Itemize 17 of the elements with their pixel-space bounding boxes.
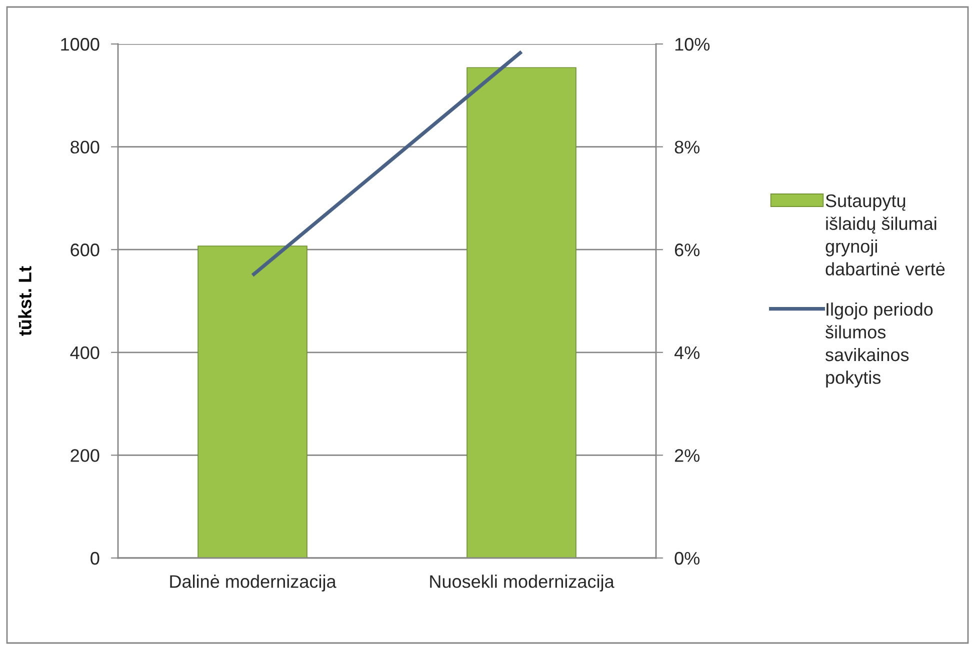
y-tick-label: 1000 [61, 38, 100, 51]
y-tick-label: 200 [70, 449, 100, 462]
y2-tick-label: 4% [674, 346, 700, 360]
y-axis-title: tūkst. Lt [18, 266, 32, 336]
y-tick-label: 400 [70, 346, 100, 360]
y2-tick-label: 0% [674, 552, 700, 565]
y2-tick-label: 6% [674, 244, 700, 256]
y2-tick-label: 8% [674, 140, 700, 154]
x-tick-label: Dalinė modernizacija [170, 574, 336, 592]
y-tick-label: 0 [90, 552, 100, 565]
legend-label: Sutaupytų išlaidų šilumai grynoji dabartinė vertė [826, 194, 945, 276]
y2-tick-label: 10% [675, 38, 710, 51]
x-tick-label: Nuosekli modernizacija [430, 574, 614, 592]
legend-label: Ilgojo periodo šilumos savikainos pokytis [825, 302, 933, 388]
y2-tick-label: 2% [674, 449, 700, 462]
y-tick-label: 800 [70, 140, 100, 154]
y-tick-label: 600 [70, 244, 100, 256]
